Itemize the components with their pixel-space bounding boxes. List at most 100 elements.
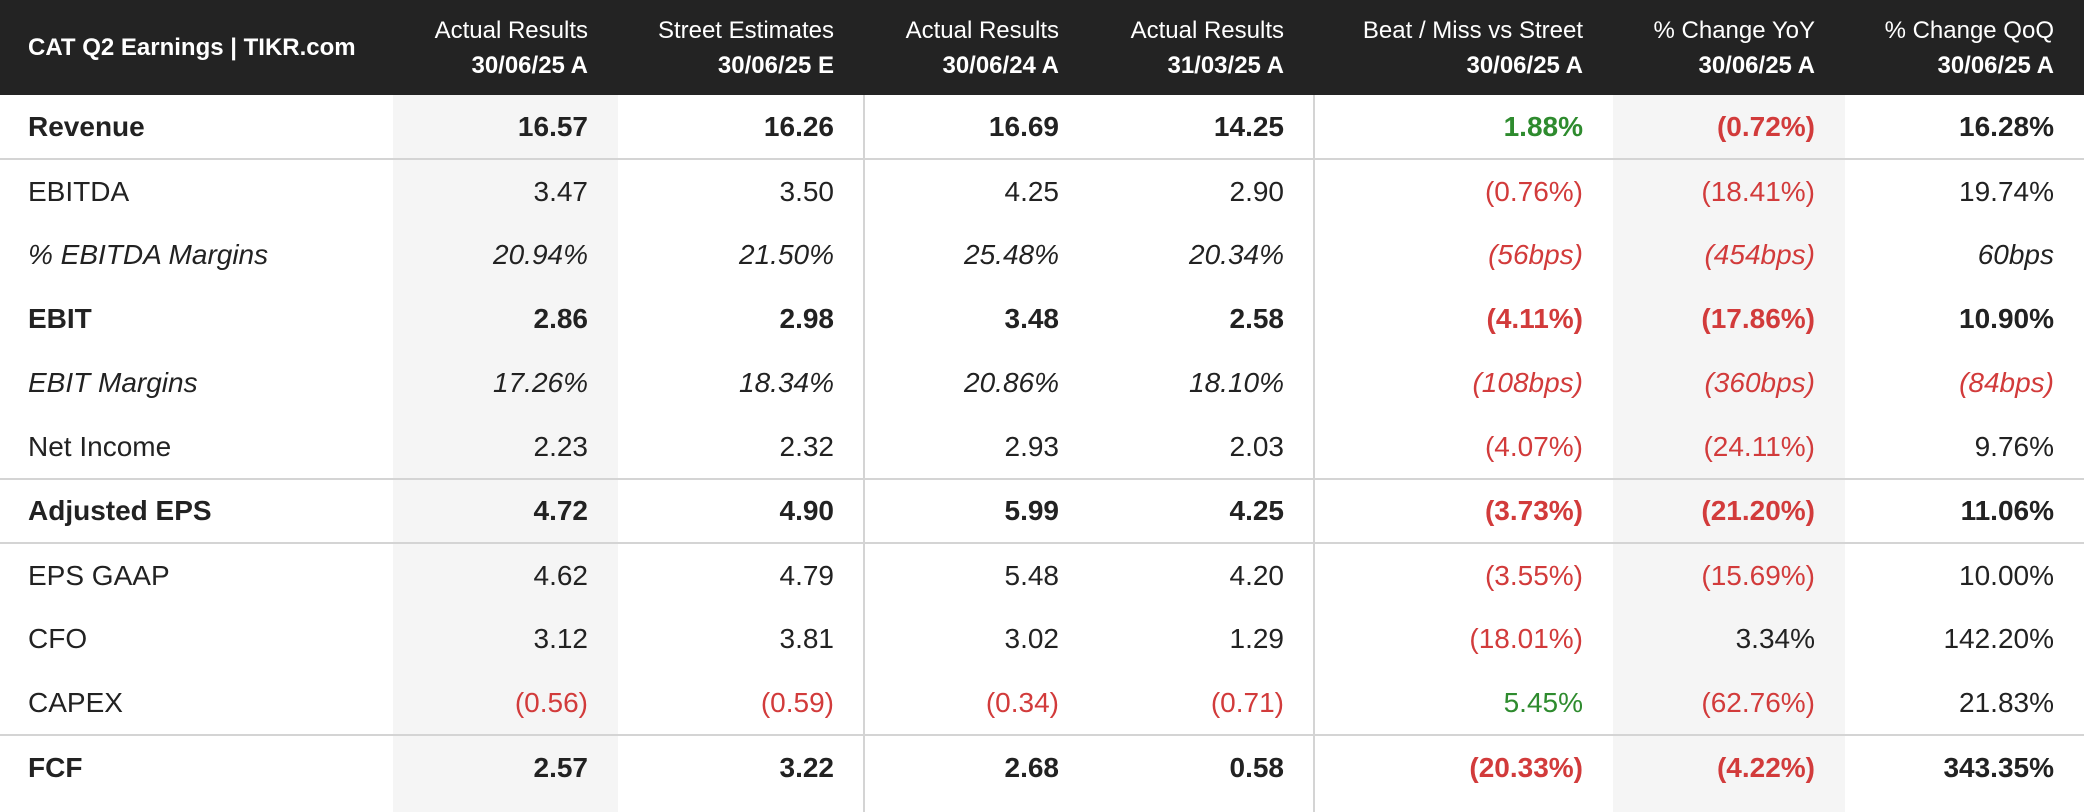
table-cell: 4.72 [393,478,618,543]
table-cell: (18.01%) [1469,623,1583,654]
table-cell: 4.79 [618,542,864,607]
table-cell: 4.62 [393,542,618,607]
table-cell: 18.10% [1189,367,1284,398]
table-title: CAT Q2 Earnings | TIKR.com [28,34,356,61]
table-cell: 11.06% [1845,478,2084,543]
row-label: % EBITDA Margins [28,239,269,270]
table-cell: 16.69 [988,110,1059,142]
row-label: EBITDA [0,158,393,223]
table-cell: 3.48 [1004,303,1060,334]
table-cell: 19.74% [1845,158,2084,223]
row-label: EPS GAAP [0,542,393,607]
table-cell: (17.86%) [1701,303,1815,334]
table-cell: (24.11%) [1703,430,1815,462]
table-cell: 343.35% [1845,734,2084,799]
column-header: Beat / Miss vs Street 30/06/25 A [1362,16,1583,79]
table-cell: 3.47 [393,158,618,223]
table-cell: 5.48 [864,542,1089,607]
table-row-cfo: CFO 3.12 3.81 3.02 1.29 (18.01%) 3.34% 1… [0,607,2084,671]
column-header: % Change YoY 30/06/25 A [1653,16,1815,79]
table-cell: (0.34) [985,686,1059,718]
table-cell: 2.23 [533,430,589,462]
row-label: CFO [28,623,88,654]
table-cell: 10.90% [1959,303,2054,334]
table-row-net-income: Net Income 2.23 2.32 2.93 2.03 (4.07%) (… [0,415,2084,479]
table-row-eps-gaap: EPS GAAP 4.62 4.79 5.48 4.20 (3.55%) (15… [0,542,2084,607]
table-cell: 4.90 [618,478,864,543]
column-header: Actual Results 30/06/24 A [905,16,1059,79]
table-cell: 20.86% [964,367,1059,398]
table-row-fcf: FCF 2.57 3.22 2.68 0.58 (20.33%) (4.22%)… [0,734,2084,799]
table-cell: 0.58 [1089,734,1314,799]
table-cell: (21.20%) [1613,478,1845,543]
table-cell: 2.93 [1004,430,1060,462]
table-cell: 3.34% [1735,623,1815,654]
table-cell: 18.34% [739,367,834,398]
table-cell: (20.33%) [1314,734,1613,799]
column-divider [1313,95,1315,812]
table-cell: 3.50 [618,158,864,223]
table-row-ebitda-margins: % EBITDA Margins 20.94% 21.50% 25.48% 20… [0,223,2084,287]
table-cell: 20.34% [1189,239,1284,270]
table-cell: 2.90 [1089,158,1314,223]
row-label: Revenue [28,110,145,142]
table-cell: 20.94% [493,239,588,270]
table-cell: 17.26% [493,367,588,398]
table-row-ebitda: EBITDA 3.47 3.50 4.25 2.90 (0.76%) (18.4… [0,158,2084,223]
table-cell: 2.32 [779,430,835,462]
row-label: FCF [0,734,393,799]
table-cell: 14.25 [1213,110,1284,142]
column-header: Actual Results 31/03/25 A [1130,16,1284,79]
table-cell: (108bps) [1472,367,1583,398]
table-cell: (4.11%) [1486,303,1584,334]
table-row-ebit-margins: EBIT Margins 17.26% 18.34% 20.86% 18.10%… [0,351,2084,415]
table-cell: 5.99 [864,478,1089,543]
table-cell: 10.00% [1845,542,2084,607]
row-label: EBIT Margins [28,367,198,398]
table-cell: 5.45% [1503,686,1583,718]
table-cell: 21.50% [739,239,834,270]
table-row-capex: CAPEX (0.56) (0.59) (0.34) (0.71) 5.45% … [0,671,2084,735]
table-cell: (0.56) [514,686,588,718]
row-label: Net Income [28,430,172,462]
table-cell: 2.68 [864,734,1089,799]
table-cell: (454bps) [1704,239,1815,270]
table-row-revenue: Revenue 16.57 16.26 16.69 14.25 1.88% (0… [0,95,2084,159]
table-cell: 2.86 [533,303,589,334]
table-cell: 4.25 [864,158,1089,223]
column-divider [863,95,865,812]
table-row-ebit: EBIT 2.86 2.98 3.48 2.58 (4.11%) (17.86%… [0,287,2084,351]
table-cell: 60bps [1977,239,2054,270]
table-cell: 1.88% [1503,110,1583,142]
column-header: % Change QoQ 30/06/25 A [1884,16,2054,79]
table-cell: 3.12 [533,623,589,654]
column-header: Street Estimates 30/06/25 E [657,16,834,79]
table-cell: 9.76% [1974,430,2054,462]
table-cell: (360bps) [1704,367,1815,398]
table-cell: (0.72%) [1716,110,1815,142]
table-cell: (3.73%) [1314,478,1613,543]
table-cell: (4.07%) [1484,430,1583,462]
table-cell: 16.57 [517,110,588,142]
table-cell: 2.98 [779,303,835,334]
table-cell: 3.22 [618,734,864,799]
table-cell: (56bps) [1488,239,1583,270]
table-cell: 21.83% [1959,686,2054,718]
column-header: Actual Results 30/06/25 A [434,16,588,79]
table-cell: (18.41%) [1613,158,1845,223]
table-header: CAT Q2 Earnings | TIKR.com Actual Result… [0,0,2084,95]
table-row-adjusted-eps: Adjusted EPS 4.72 4.90 5.99 4.25 (3.73%)… [0,478,2084,543]
row-label: EBIT [28,303,92,334]
table-cell: (62.76%) [1701,686,1815,718]
table-cell: (3.55%) [1314,542,1613,607]
table-cell: 25.48% [964,239,1059,270]
table-cell: (15.69%) [1613,542,1845,607]
table-cell: 3.02 [1004,623,1060,654]
table-cell: 1.29 [1229,623,1285,654]
table-cell: 2.58 [1229,303,1285,334]
table-cell: 142.20% [1943,623,2054,654]
row-label: Adjusted EPS [0,478,393,543]
table-cell: (4.22%) [1613,734,1845,799]
